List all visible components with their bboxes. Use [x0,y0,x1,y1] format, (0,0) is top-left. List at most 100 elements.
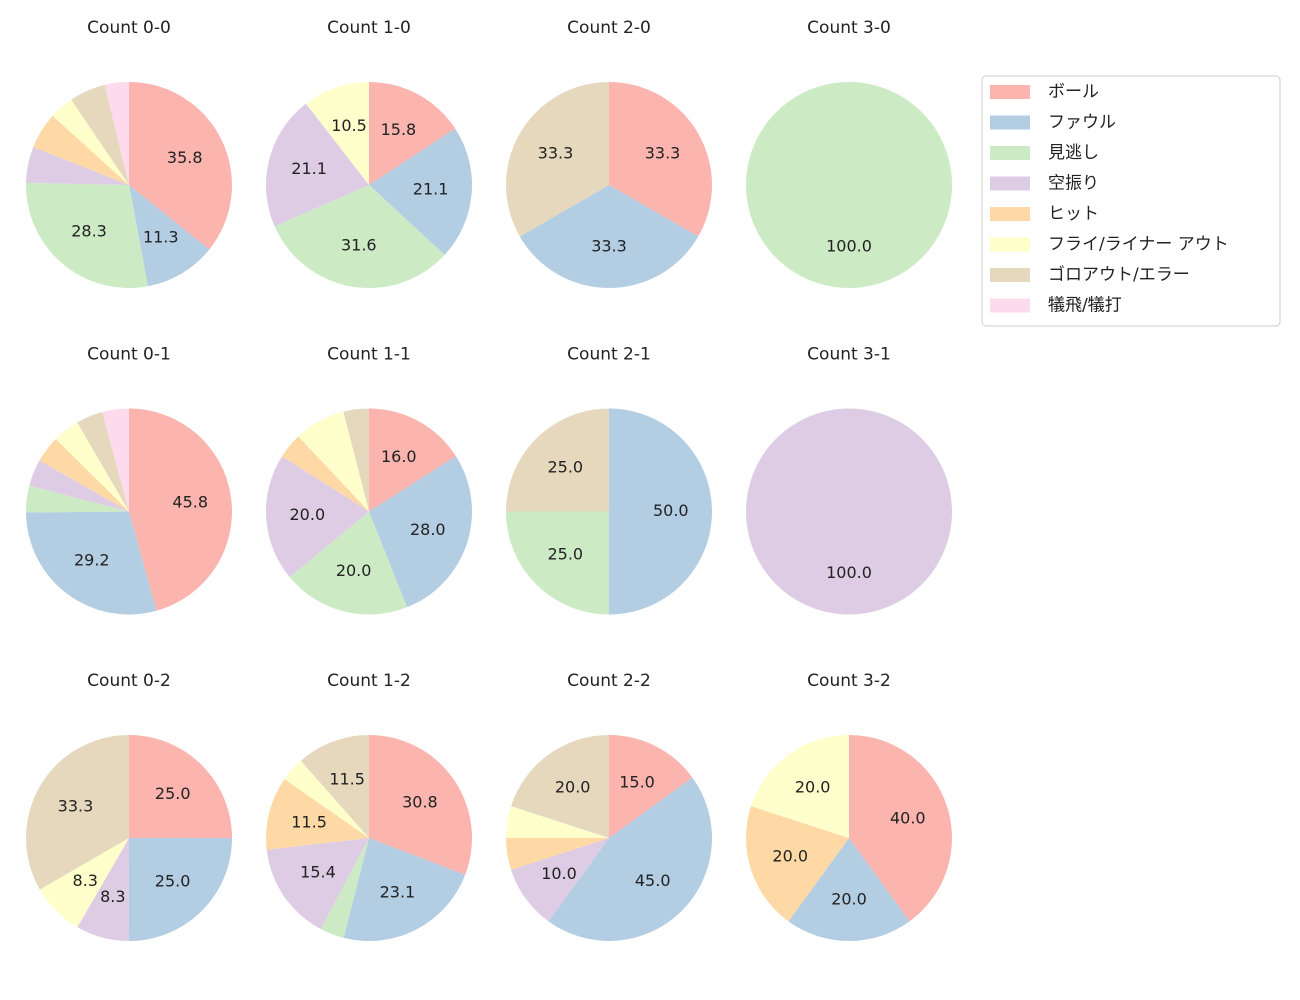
pie-slice [129,82,232,250]
legend-swatch [990,298,1030,313]
legend-label: ヒット [1048,204,1099,224]
value-label: 100.0 [826,236,872,255]
pie-slice [305,82,369,185]
value-label: 40.0 [890,808,926,827]
pie-slice [369,82,456,185]
value-label: 25.0 [547,545,583,564]
value-label: 25.0 [155,784,191,803]
value-label: 45.0 [635,871,671,890]
pie-slice [506,408,609,512]
pie-slice [26,182,148,288]
legend-swatch [990,237,1030,252]
pie-slice [506,511,609,615]
pie-slice [746,806,849,922]
value-label: 33.3 [645,144,681,163]
pie-slice [343,838,466,942]
pie-slice [298,411,369,512]
value-label: 31.6 [341,235,377,254]
pie-slice [39,838,129,928]
chart-title: Count 0-0 [87,18,171,38]
value-label: 30.8 [402,792,438,811]
value-label: 20.0 [336,561,372,580]
pie-slice [506,82,609,237]
value-label: 28.3 [71,222,107,241]
pie-slice [609,408,712,615]
legend-label: 犠飛/犠打 [1048,296,1122,316]
value-label: 25.0 [155,871,191,890]
value-label: 28.0 [410,520,446,539]
pie-slice [282,436,369,512]
value-label: 11.5 [329,770,365,789]
value-label: 35.8 [167,148,203,167]
chart-title: Count 2-0 [567,18,651,38]
chart-title: Count 3-0 [807,18,891,38]
pie-slice [519,185,699,288]
pie-slice [33,115,130,185]
legend-swatch [990,268,1030,282]
pie-slice [609,82,712,237]
legend-label: 空振り [1048,174,1099,194]
value-label: 16.0 [381,447,417,466]
pie-slice [71,84,129,185]
value-label: 10.0 [541,864,577,883]
chart-title: Count 1-2 [327,671,411,691]
value-label: 21.1 [413,180,449,199]
value-label: 100.0 [826,563,872,582]
chart-title: Count 3-1 [807,345,891,365]
pie-slice [506,838,609,870]
pie-slice [609,735,693,838]
legend-label: 見逃し [1048,143,1099,163]
value-label: 20.0 [772,847,808,866]
pie-slice [26,146,129,185]
chart-title: Count 0-2 [87,671,171,691]
chart-title: Count 0-1 [87,345,171,365]
pie-slice [266,779,369,850]
value-label: 10.5 [331,116,367,135]
pie-slice [284,760,369,838]
pie-slice [129,735,232,839]
pie-slice [300,735,369,838]
pie-slice [289,511,407,615]
value-label: 15.8 [381,120,417,139]
legend-label: ボール [1048,82,1099,102]
chart-title: Count 2-1 [567,345,651,365]
legend-label: ゴロアウト/エラー [1048,264,1190,285]
pie-slice [343,408,369,512]
chart-title: Count 2-2 [567,671,651,691]
legend-box [981,75,1281,327]
pie-slice [26,735,130,890]
value-label: 11.3 [143,228,179,247]
pie-slice [26,485,129,513]
pie-slice [320,838,369,938]
pie-slice [104,82,129,185]
pie-slice [77,412,129,512]
pie-slice [746,408,952,615]
pie-slice [506,806,609,838]
pie-slice [266,838,369,930]
pie-slice [77,838,129,941]
value-label: 23.1 [380,882,416,901]
legend-swatch [990,146,1030,160]
value-label: 33.3 [591,236,627,255]
chart-title: Count 1-1 [327,345,411,365]
value-label: 15.4 [300,862,336,881]
pie-slice [511,735,609,838]
pie-slice [266,103,369,227]
pie-slice [369,128,472,255]
pie-slice [129,408,233,611]
legend-label: フライ/ライナー アウト [1048,235,1229,255]
value-label: 11.5 [291,812,327,831]
value-label: 20.0 [795,778,831,797]
value-label: 8.3 [100,887,125,906]
pie-slice [102,408,129,512]
legend-label: ファウル [1048,113,1116,133]
legend-swatch [990,207,1030,221]
pie-slice [788,838,910,941]
legend-swatch [990,85,1030,99]
pie-slice [369,456,472,608]
value-label: 50.0 [653,501,689,520]
value-label: 20.0 [555,778,591,797]
value-label: 25.0 [547,457,583,476]
value-label: 29.2 [74,550,110,569]
